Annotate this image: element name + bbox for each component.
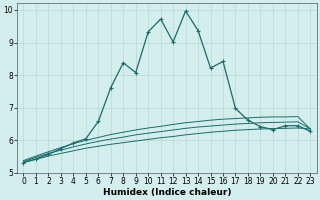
X-axis label: Humidex (Indice chaleur): Humidex (Indice chaleur) <box>103 188 231 197</box>
